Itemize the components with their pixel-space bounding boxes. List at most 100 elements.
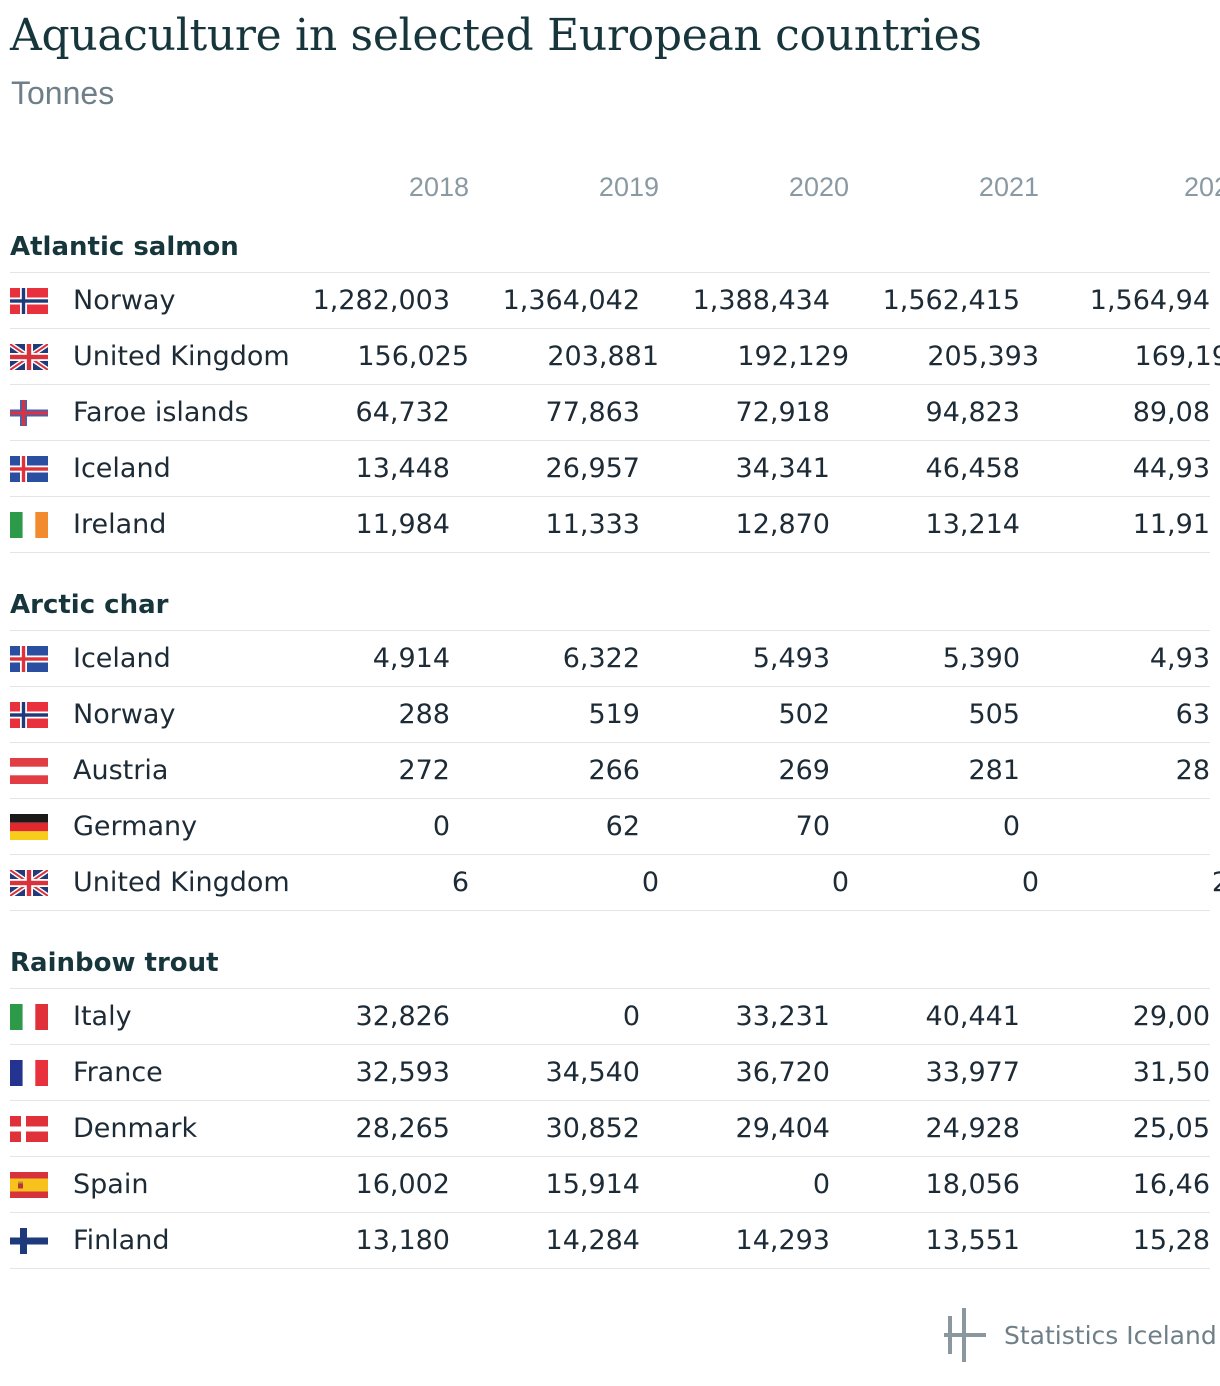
year-column-header: 2021	[978, 171, 1039, 202]
value-cell: 46,458	[925, 453, 1020, 484]
united-kingdom-flag-icon	[10, 869, 48, 896]
value-cell: 192,129	[737, 341, 849, 372]
value-cell: 281	[968, 755, 1020, 786]
value-cell: 0	[831, 867, 849, 898]
year-header-row: 2018 2019 2020 2021 202	[10, 158, 1220, 216]
value-cell: 13,448	[355, 453, 450, 484]
value-cell: 15,28	[1132, 1225, 1210, 1256]
value-cell: 31,50	[1132, 1057, 1210, 1088]
country-name: United Kingdom	[73, 867, 290, 898]
value-cell: 13,551	[925, 1225, 1020, 1256]
country-name: Austria	[73, 755, 169, 786]
value-cell: 6,322	[562, 643, 640, 674]
value-cell: 14,293	[735, 1225, 830, 1256]
value-cell: 1,562,415	[882, 285, 1020, 316]
value-cell: 502	[778, 699, 830, 730]
country-name: Denmark	[73, 1113, 198, 1144]
year-column-header: 202	[1183, 171, 1220, 202]
value-cell: 4,93	[1149, 643, 1210, 674]
table-row: Austria 272 266 269 281 28	[10, 743, 1210, 799]
value-cell: 33,977	[925, 1057, 1020, 1088]
value-cell: 13,214	[925, 509, 1020, 540]
species-group-title: Atlantic salmon	[10, 216, 1210, 273]
value-cell: 203,881	[547, 341, 659, 372]
year-column-header: 2018	[408, 171, 469, 202]
value-cell: 169,19	[1134, 341, 1220, 372]
table-row: Spain 16,002 15,914 0 18,056 16,46	[10, 1157, 1210, 1213]
table-row: United Kingdom60002	[10, 855, 1220, 911]
value-cell: 288	[398, 699, 450, 730]
value-cell: 28,265	[355, 1113, 450, 1144]
data-table: 2018201920202021202Atlantic salmonNorway…	[10, 158, 1220, 1269]
country-name: Iceland	[73, 643, 171, 674]
value-cell: 505	[968, 699, 1020, 730]
value-cell: 0	[622, 1001, 640, 1032]
value-cell: 156,025	[357, 341, 469, 372]
italy-flag-icon	[10, 1003, 48, 1030]
value-cell: 5,390	[942, 643, 1020, 674]
data-table-body: 2018201920202021202Atlantic salmonNorway…	[10, 158, 1220, 1269]
value-cell: 266	[588, 755, 640, 786]
value-cell: 11,984	[355, 509, 450, 540]
value-cell: 5,493	[752, 643, 830, 674]
species-group-title: Rainbow trout	[10, 932, 1210, 989]
table-row: Italy 32,826 0 33,231 40,441 29,00	[10, 989, 1210, 1045]
value-cell: 40,441	[925, 1001, 1020, 1032]
germany-flag-icon	[10, 813, 48, 840]
country-name: Finland	[73, 1225, 170, 1256]
value-cell: 32,826	[355, 1001, 450, 1032]
value-cell: 0	[432, 811, 450, 842]
value-cell: 11,333	[545, 509, 640, 540]
value-cell: 0	[812, 1169, 830, 1200]
country-name: France	[73, 1057, 163, 1088]
value-cell: 519	[588, 699, 640, 730]
value-cell: 30,852	[545, 1113, 640, 1144]
table-row: France 32,593 34,540 36,720 33,977 31,50	[10, 1045, 1210, 1101]
table-row: United Kingdom 156,025 203,881 192,129 205,3…	[10, 329, 1220, 385]
chart-title: Aquaculture in selected European countri…	[10, 10, 982, 61]
value-cell: 24,928	[925, 1113, 1020, 1144]
year-column-header: 2019	[598, 171, 659, 202]
value-cell: 16,46	[1132, 1169, 1210, 1200]
value-cell: 0	[1021, 867, 1039, 898]
statistics-iceland-logo: Statistics Iceland	[944, 1308, 1217, 1362]
country-name: Norway	[73, 699, 176, 730]
country-name: Faroe islands	[73, 397, 249, 428]
table-row: Faroe islands 64,732 77,863 72,918 94,823 89,…	[10, 385, 1210, 441]
value-cell: 89,08	[1132, 397, 1210, 428]
value-cell: 15,914	[545, 1169, 640, 1200]
ireland-flag-icon	[10, 511, 48, 538]
table-row: Iceland 13,448 26,957 34,341 46,458 44,93	[10, 441, 1210, 497]
value-cell: 1,388,434	[692, 285, 830, 316]
table-row: Germany 0 62 70 0	[10, 799, 1210, 855]
value-cell: 25,05	[1132, 1113, 1210, 1144]
value-cell: 4,914	[372, 643, 450, 674]
value-cell: 6	[451, 867, 469, 898]
country-name: Ireland	[73, 509, 167, 540]
norway-flag-icon	[10, 287, 48, 314]
value-cell: 33,231	[735, 1001, 830, 1032]
value-cell: 36,720	[735, 1057, 830, 1088]
value-cell: 28	[1175, 755, 1210, 786]
value-cell: 11,91	[1132, 509, 1210, 540]
table-row: Norway 288 519 502 505 63	[10, 687, 1210, 743]
value-cell: 34,540	[545, 1057, 640, 1088]
value-cell: 0	[1002, 811, 1020, 842]
value-cell: 272	[398, 755, 450, 786]
value-cell: 44,93	[1132, 453, 1210, 484]
table-row: Denmark 28,265 30,852 29,404 24,928 25,05	[10, 1101, 1210, 1157]
country-name: Italy	[73, 1001, 132, 1032]
country-name: Iceland	[73, 453, 171, 484]
value-cell: 63	[1175, 699, 1210, 730]
value-cell: 94,823	[925, 397, 1020, 428]
value-cell: 14,284	[545, 1225, 640, 1256]
value-cell: 64,732	[355, 397, 450, 428]
value-cell: 0	[641, 867, 659, 898]
value-cell: 72,918	[735, 397, 830, 428]
value-cell: 269	[778, 755, 830, 786]
finland-flag-icon	[10, 1227, 48, 1254]
value-cell: 34,341	[735, 453, 830, 484]
value-cell: 1,564,94	[1089, 285, 1210, 316]
iceland-flag-icon	[10, 455, 48, 482]
value-cell: 62	[605, 811, 640, 842]
